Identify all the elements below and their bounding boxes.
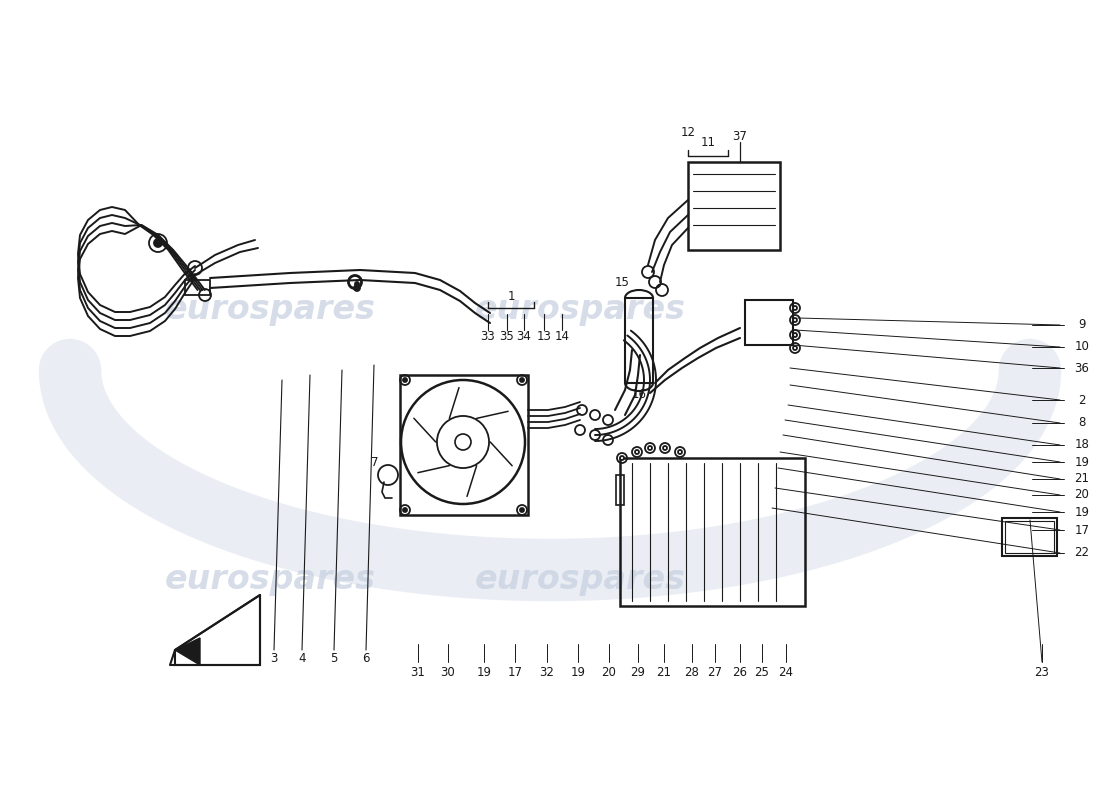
Text: 32: 32 (540, 666, 554, 678)
Polygon shape (175, 595, 260, 665)
Circle shape (793, 306, 798, 310)
Text: 37: 37 (733, 130, 747, 142)
Text: 29: 29 (630, 666, 646, 678)
Text: 3: 3 (271, 651, 277, 665)
Text: 19: 19 (476, 666, 492, 678)
Text: 27: 27 (707, 666, 723, 678)
Text: 6: 6 (362, 651, 370, 665)
Bar (400, 375, 528, 515)
Text: 18: 18 (1075, 438, 1089, 451)
Bar (1002, 518, 1057, 556)
Circle shape (793, 318, 798, 322)
Bar (616, 475, 624, 505)
Text: 36: 36 (1075, 362, 1089, 374)
Text: 10: 10 (1075, 341, 1089, 354)
Text: 17: 17 (507, 666, 522, 678)
Circle shape (154, 239, 162, 247)
Text: eurospares: eurospares (474, 563, 685, 597)
Circle shape (520, 378, 524, 382)
Text: 11: 11 (701, 137, 715, 150)
Text: 26: 26 (733, 666, 748, 678)
Text: 14: 14 (554, 330, 570, 343)
Text: 22: 22 (1075, 546, 1089, 559)
Text: 5: 5 (330, 651, 338, 665)
Circle shape (520, 508, 524, 512)
Text: 4: 4 (298, 651, 306, 665)
Bar (688, 162, 780, 250)
Text: 7: 7 (372, 455, 378, 469)
Text: 33: 33 (481, 330, 495, 343)
Circle shape (663, 446, 667, 450)
Text: 20: 20 (602, 666, 616, 678)
Bar (745, 300, 793, 345)
Circle shape (793, 346, 798, 350)
Circle shape (354, 285, 360, 291)
Circle shape (403, 508, 407, 512)
Text: 19: 19 (1075, 506, 1089, 518)
Text: 16: 16 (631, 389, 647, 402)
Text: 34: 34 (517, 330, 531, 343)
Bar (1005, 521, 1054, 553)
Text: 15: 15 (615, 275, 629, 289)
Circle shape (620, 456, 624, 460)
Text: 24: 24 (779, 666, 793, 678)
Text: 8: 8 (1078, 417, 1086, 430)
Text: 23: 23 (1035, 666, 1049, 678)
Text: 1: 1 (507, 290, 515, 302)
Text: 17: 17 (1075, 523, 1089, 537)
Bar (185, 280, 210, 295)
Circle shape (635, 450, 639, 454)
Text: 31: 31 (410, 666, 426, 678)
Bar (620, 458, 805, 606)
Circle shape (648, 446, 652, 450)
Text: 13: 13 (537, 330, 551, 343)
Circle shape (355, 282, 359, 286)
Text: eurospares: eurospares (165, 294, 375, 326)
Polygon shape (175, 638, 200, 665)
Text: 19: 19 (571, 666, 585, 678)
Text: 25: 25 (755, 666, 769, 678)
Text: 12: 12 (681, 126, 695, 138)
Text: 28: 28 (684, 666, 700, 678)
Text: 30: 30 (441, 666, 455, 678)
Circle shape (793, 333, 798, 337)
Text: 21: 21 (657, 666, 671, 678)
Text: 9: 9 (1078, 318, 1086, 331)
Text: eurospares: eurospares (165, 563, 375, 597)
Text: eurospares: eurospares (474, 294, 685, 326)
Bar (625, 298, 653, 383)
Circle shape (678, 450, 682, 454)
Text: 35: 35 (499, 330, 515, 343)
Text: 21: 21 (1075, 473, 1089, 486)
Text: 19: 19 (1075, 455, 1089, 469)
Text: 2: 2 (1078, 394, 1086, 406)
Circle shape (403, 378, 407, 382)
Text: 20: 20 (1075, 489, 1089, 502)
